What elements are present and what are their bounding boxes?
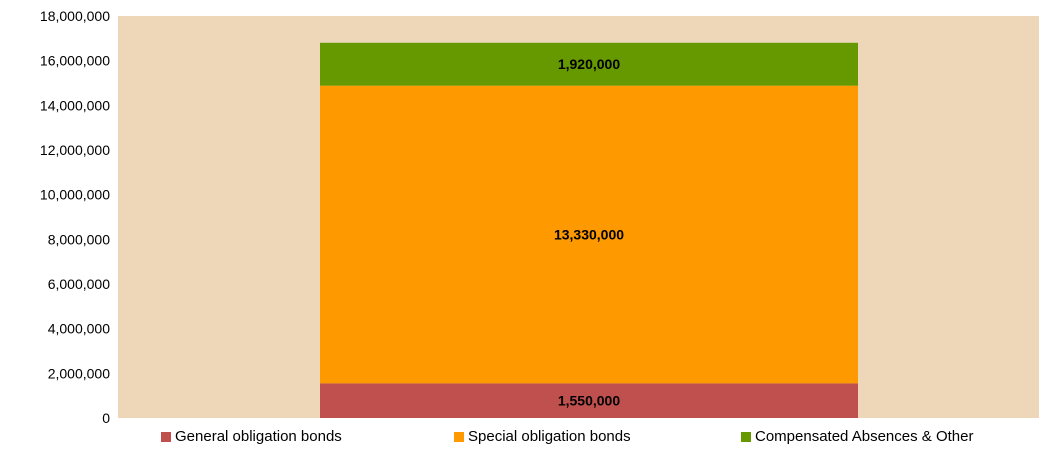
bar-segment-2 [320, 42, 858, 86]
y-tick-label: 4,000,000 [48, 321, 110, 337]
y-tick-label: 18,000,000 [40, 8, 110, 24]
y-tick-label: 6,000,000 [48, 276, 110, 292]
legend-label: Special obligation bonds [468, 428, 631, 445]
data-label-1: 13,330,000 [554, 227, 624, 243]
legend-swatch [741, 431, 751, 442]
data-labels: 1,550,000 13,330,000 1,920,000 [554, 56, 624, 408]
data-label-2: 1,920,000 [558, 56, 620, 72]
bar-stack [320, 42, 858, 418]
legend-swatch [161, 431, 171, 442]
legend-label: General obligation bonds [175, 428, 342, 445]
bar-segment-0 [320, 383, 858, 418]
y-tick-label: 2,000,000 [48, 365, 110, 381]
y-tick-label: 12,000,000 [40, 142, 110, 158]
y-tick-label: 14,000,000 [40, 97, 110, 113]
legend-item-compensated-absences: Compensated Absences & Other [741, 428, 973, 445]
legend-swatch [454, 431, 464, 442]
y-tick-label: 0 [102, 410, 110, 426]
y-tick-label: 8,000,000 [48, 231, 110, 247]
bar-segment-1 [320, 85, 858, 384]
legend-item-special-obligation: Special obligation bonds [454, 428, 631, 445]
y-tick-label: 10,000,000 [40, 187, 110, 203]
legend-item-general-obligation: General obligation bonds [161, 428, 342, 445]
y-axis: 0 2,000,000 4,000,000 6,000,000 8,000,000 10,… [40, 8, 110, 426]
legend-label: Compensated Absences & Other [755, 428, 974, 445]
legend: General obligation bonds Special obligat… [0, 428, 1047, 450]
data-label-0: 1,550,000 [558, 393, 620, 409]
y-tick-label: 16,000,000 [40, 53, 110, 69]
stacked-bar-chart: 0 2,000,000 4,000,000 6,000,000 8,000,000 10,… [40, 8, 1039, 426]
